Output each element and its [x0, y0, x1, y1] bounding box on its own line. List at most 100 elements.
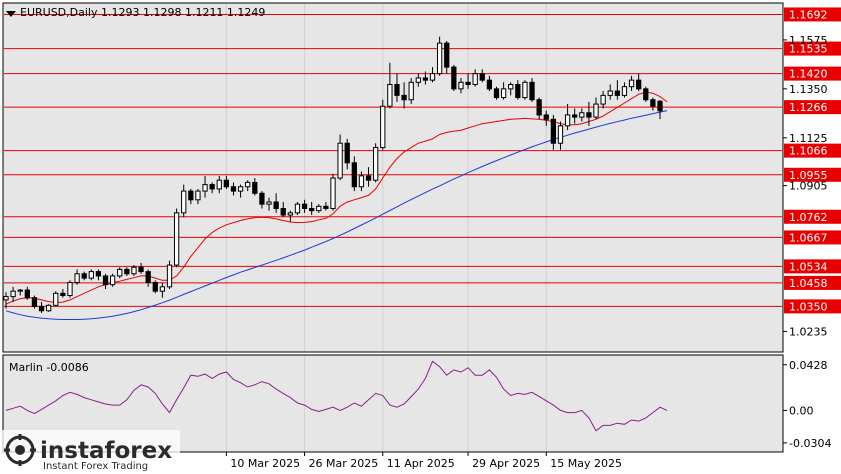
candle-bear	[657, 100, 663, 112]
candle-bull	[88, 271, 94, 279]
candle-bull	[557, 125, 564, 144]
candle-bull	[195, 190, 201, 201]
candle-bear	[401, 94, 407, 101]
candle-bear	[152, 281, 158, 292]
ma-red-line	[5, 91, 668, 305]
candle-bear	[95, 271, 102, 277]
candle-bear	[81, 273, 87, 279]
candle-bear	[486, 79, 493, 90]
level-label-bg	[784, 259, 841, 274]
candle-bull	[373, 147, 379, 181]
time-axis: 10 Mar 2025 26 Mar 2025 11 Apr 2025 29 Apr …	[225, 452, 622, 470]
candle-bear	[543, 114, 549, 120]
candle-bull	[607, 90, 613, 96]
candle-bull	[500, 88, 507, 99]
level-label: 1.1420	[789, 68, 828, 81]
level-label-bg	[784, 7, 841, 22]
candle-bear	[344, 142, 350, 164]
level-label-bg	[784, 41, 841, 56]
candlesticks	[3, 36, 663, 313]
candle-bear	[309, 208, 315, 212]
grid-lines	[225, 4, 547, 451]
candle-bear	[422, 77, 429, 81]
level-label: 1.0458	[789, 277, 828, 290]
candle-bear	[124, 268, 130, 275]
price-tick-label: 1.1575	[789, 34, 828, 47]
level-label-bg	[784, 230, 841, 245]
candle-bull	[216, 179, 222, 190]
time-tick-label: 11 Apr 2025	[387, 457, 455, 470]
ma-blue-line	[5, 110, 668, 320]
candle-bear	[365, 175, 372, 181]
candle-bull	[628, 79, 635, 88]
level-label: 1.1266	[789, 101, 828, 114]
level-label: 1.0955	[789, 169, 828, 182]
price-tick-label: 1.0905	[789, 180, 828, 193]
level-label-bg	[784, 143, 841, 158]
candle-bull	[3, 296, 9, 301]
candle-bear	[479, 73, 485, 81]
level-label-bg	[784, 66, 841, 81]
candle-bull	[266, 201, 272, 205]
candle-bull	[117, 268, 123, 277]
candle-bear	[493, 88, 500, 99]
candle-bear	[60, 292, 66, 297]
candle-bear	[444, 42, 450, 68]
candle-bull	[166, 264, 173, 288]
candle-bull	[600, 94, 606, 105]
candle-bear	[223, 179, 230, 188]
candle-bear	[252, 181, 258, 194]
level-label: 1.1692	[789, 8, 828, 21]
oscillator	[5, 360, 668, 432]
candle-bull	[10, 290, 16, 298]
moving-averages	[5, 91, 668, 320]
candle-bear	[38, 305, 45, 312]
candle-bear	[465, 81, 471, 85]
collapse-triangle-icon[interactable]	[6, 11, 16, 17]
candle-bull	[17, 289, 23, 292]
level-label: 1.1535	[789, 43, 828, 56]
candle-bull	[621, 86, 628, 96]
candle-bull	[181, 190, 187, 214]
candle-bear	[529, 81, 535, 101]
candle-bull	[579, 112, 585, 118]
price-tick-label: 1.1350	[789, 83, 828, 96]
candle-bull	[564, 114, 571, 127]
candle-bear	[586, 112, 592, 118]
candle-bull	[173, 212, 180, 266]
indicator-tick-label: 0.0428	[789, 359, 828, 372]
main-plot-area	[2, 2, 784, 353]
candle-bear	[138, 266, 144, 273]
candle-bull	[294, 203, 301, 214]
instaforex-logo: instaforex Instant Forex Trading	[0, 430, 180, 474]
candle-bull	[387, 83, 393, 107]
symbol-info: EURUSD,Daily 1.1293 1.1298 1.1211 1.1249	[20, 6, 265, 19]
candle-bear	[650, 99, 656, 107]
level-label: 1.0667	[789, 231, 828, 244]
candle-bull	[436, 42, 443, 75]
level-label: 1.0534	[789, 260, 828, 273]
candle-bull	[429, 73, 436, 81]
candle-bull	[67, 281, 73, 297]
candle-bull	[245, 181, 251, 188]
candle-bull	[330, 177, 336, 210]
level-label: 1.0350	[789, 300, 828, 313]
candle-bear	[273, 201, 279, 210]
time-tick-label: 29 Apr 2025	[472, 457, 540, 470]
candle-bull	[358, 175, 365, 188]
candle-bear	[280, 208, 286, 216]
candle-bull	[159, 286, 166, 292]
candle-bull	[237, 186, 244, 192]
price-tick-label: 1.0235	[789, 325, 828, 338]
level-label-bg	[784, 167, 841, 182]
indicator-tick-label: 0.00	[789, 404, 814, 417]
candle-bear	[24, 289, 30, 299]
logo-brand: instaforex	[40, 438, 172, 464]
candle-bull	[593, 103, 599, 118]
candle-bull	[337, 142, 343, 179]
candle-bear	[394, 83, 400, 96]
level-label: 1.0762	[789, 211, 828, 224]
candle-bear	[536, 99, 542, 116]
candle-bull	[472, 73, 478, 85]
logo-icon	[4, 434, 36, 466]
